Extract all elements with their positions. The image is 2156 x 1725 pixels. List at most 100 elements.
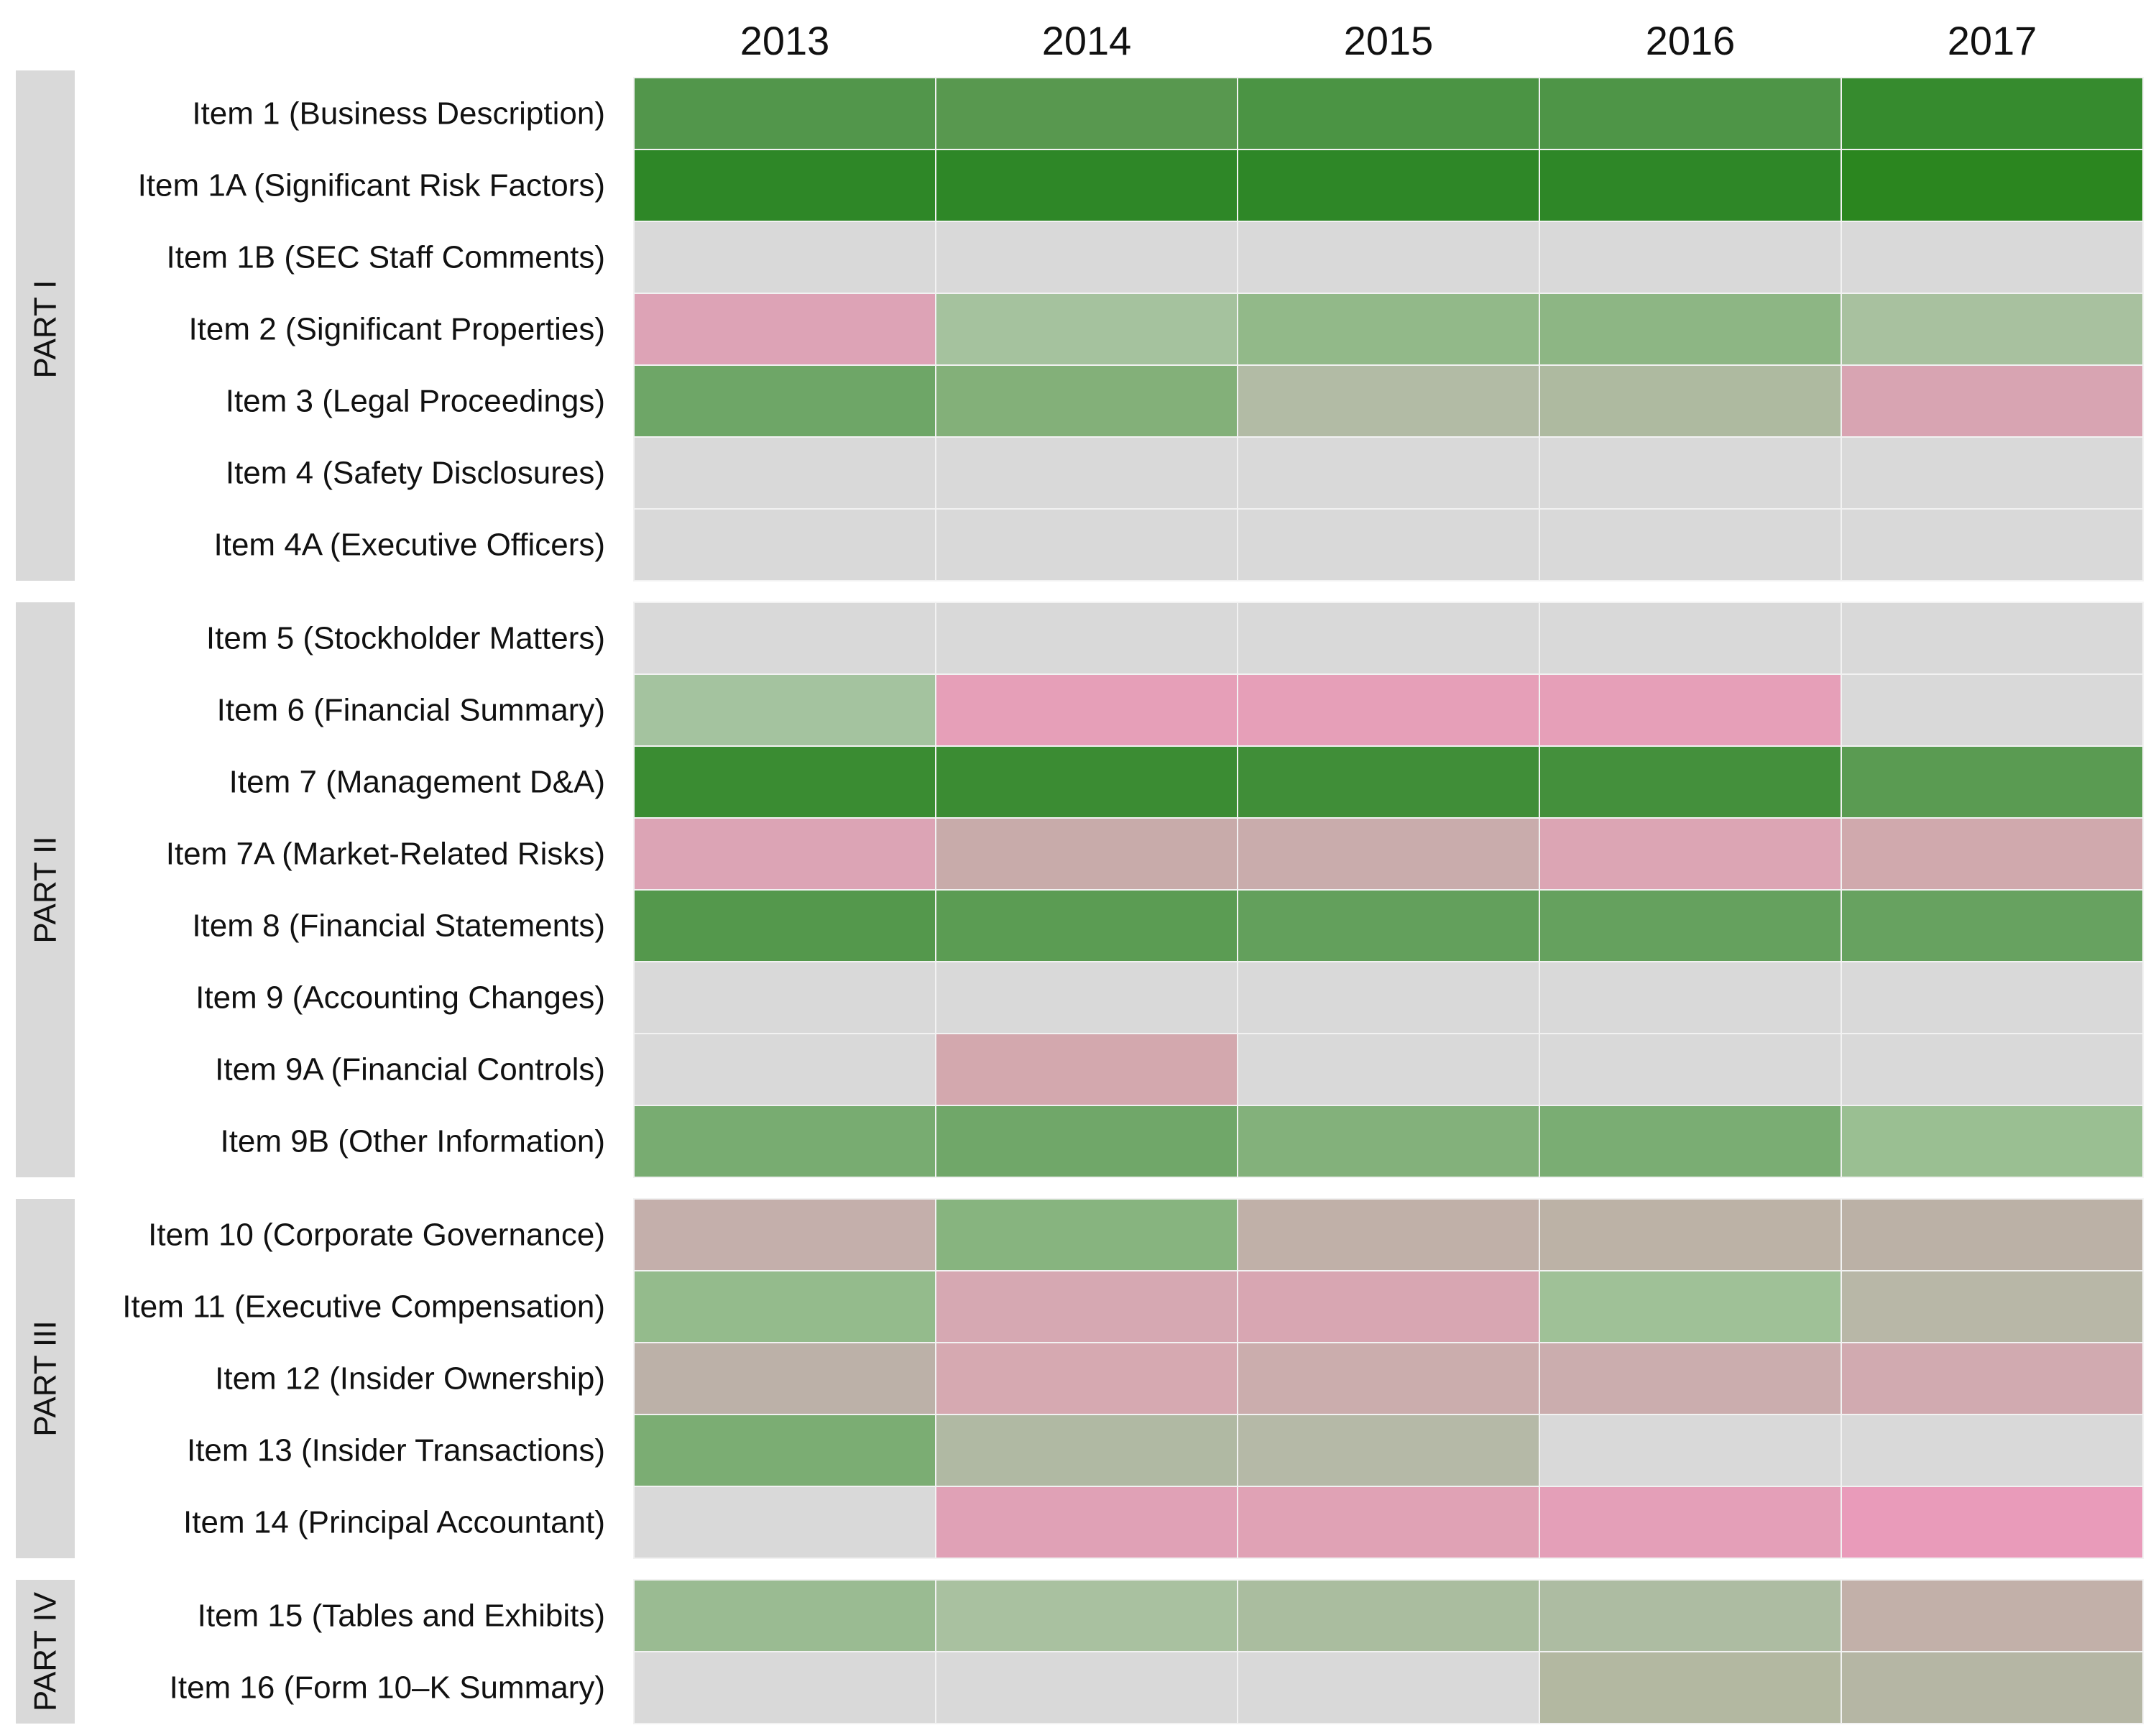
heatmap-cell-2017 xyxy=(1841,1651,2144,1724)
heatmap-cell-2015 xyxy=(1237,149,1540,222)
heatmap-cell-2013 xyxy=(633,77,936,150)
heatmap-cell-2016 xyxy=(1539,149,1842,222)
group-label-part-i: PART I xyxy=(28,280,63,379)
heatmap-cell-2015 xyxy=(1237,508,1540,581)
heatmap-cell-2017 xyxy=(1841,817,2144,891)
group-bar-part-ii xyxy=(16,602,75,1177)
year-axis: 2013 2014 2015 2016 2017 xyxy=(740,18,2037,63)
heatmap-cell-2017 xyxy=(1841,293,2144,366)
heatmap-cell-2016 xyxy=(1539,961,1842,1034)
group-label-part-iv: PART IV xyxy=(28,1591,63,1711)
heatmap-cell-2015 xyxy=(1237,602,1540,675)
heatmap-cell-2013 xyxy=(633,889,936,962)
heatmap-cell-2015 xyxy=(1237,1579,1540,1652)
heatmap-cell-2016 xyxy=(1539,364,1842,438)
heatmap-cell-2016 xyxy=(1539,1651,1842,1724)
heatmap-cell-2016 xyxy=(1539,1579,1842,1652)
heatmap-cell-2014 xyxy=(935,221,1238,294)
heatmap-cell-2017 xyxy=(1841,1486,2144,1559)
heatmap-cell-2015 xyxy=(1237,1414,1540,1487)
heatmap-cell-2016 xyxy=(1539,436,1842,510)
heatmap-cell-2013 xyxy=(633,1105,936,1178)
heatmap-cell-2013 xyxy=(633,1651,936,1724)
heatmap-cell-2017 xyxy=(1841,364,2144,438)
heatmap-cell-2014 xyxy=(935,1651,1238,1724)
heatmap-cell-2013 xyxy=(633,293,936,366)
heatmap-cell-2013 xyxy=(633,602,936,675)
heatmap-cell-2014 xyxy=(935,817,1238,891)
heatmap-cell-2013 xyxy=(633,1198,936,1271)
heatmap-cell-2014 xyxy=(935,889,1238,962)
row-label: Item 9A (Financial Controls) xyxy=(215,1052,605,1087)
row-label: Item 3 (Legal Proceedings) xyxy=(226,384,605,419)
heatmap-cell-2016 xyxy=(1539,221,1842,294)
heatmap-cell-2013 xyxy=(633,673,936,747)
heatmap-cell-2016 xyxy=(1539,817,1842,891)
row-label: Item 15 (Tables and Exhibits) xyxy=(198,1598,605,1634)
heatmap-cell-2014 xyxy=(935,1486,1238,1559)
group-label-part-iii: PART III xyxy=(28,1320,63,1436)
row-label: Item 8 (Financial Statements) xyxy=(192,908,605,944)
row-label: Item 4A (Executive Officers) xyxy=(214,528,605,563)
heatmap-cell-2014 xyxy=(935,602,1238,675)
heatmap-cell-2015 xyxy=(1237,1486,1540,1559)
heatmap-cell-2013 xyxy=(633,817,936,891)
heatmap-cell-2014 xyxy=(935,364,1238,438)
row-label: Item 1A (Significant Risk Factors) xyxy=(138,168,605,203)
heatmap-cell-2015 xyxy=(1237,364,1540,438)
column-label-2014: 2014 xyxy=(1042,18,1132,63)
heatmap-cells xyxy=(633,77,2144,1724)
heatmap-cell-2017 xyxy=(1841,221,2144,294)
heatmap-cell-2016 xyxy=(1539,293,1842,366)
row-label: Item 6 (Financial Summary) xyxy=(217,693,605,728)
heatmap-cell-2014 xyxy=(935,1033,1238,1106)
heatmap-cell-2016 xyxy=(1539,1414,1842,1487)
row-label: Item 4 (Safety Disclosures) xyxy=(226,456,605,491)
row-label: Item 5 (Stockholder Matters) xyxy=(206,621,605,656)
row-label: Item 9B (Other Information) xyxy=(220,1124,605,1159)
heatmap-cell-2013 xyxy=(633,745,936,819)
heatmap-cell-2017 xyxy=(1841,436,2144,510)
group-bar-part-i xyxy=(16,70,75,581)
heatmap-cell-2017 xyxy=(1841,1033,2144,1106)
row-label: Item 1 (Business Description) xyxy=(192,96,605,132)
heatmap-cell-2014 xyxy=(935,1198,1238,1271)
heatmap-cell-2017 xyxy=(1841,961,2144,1034)
column-label-2013: 2013 xyxy=(740,18,830,63)
part-groups: PART I PART II PART III PART IV xyxy=(16,70,75,1724)
heatmap-cell-2016 xyxy=(1539,508,1842,581)
heatmap-cell-2013 xyxy=(633,221,936,294)
heatmap-cell-2017 xyxy=(1841,1270,2144,1343)
heatmap-cell-2017 xyxy=(1841,508,2144,581)
heatmap-cell-2014 xyxy=(935,1414,1238,1487)
heatmap-cell-2015 xyxy=(1237,1270,1540,1343)
heatmap-cell-2014 xyxy=(935,149,1238,222)
heatmap-cell-2015 xyxy=(1237,221,1540,294)
heatmap-cell-2017 xyxy=(1841,745,2144,819)
heatmap-cell-2014 xyxy=(935,673,1238,747)
heatmap-cell-2016 xyxy=(1539,1105,1842,1178)
heatmap-cell-2016 xyxy=(1539,745,1842,819)
group-label-part-ii: PART II xyxy=(28,836,63,943)
heatmap-cell-2013 xyxy=(633,1342,936,1415)
heatmap-cell-2015 xyxy=(1237,745,1540,819)
row-axis: Item 1 (Business Description) Item 1A (Si… xyxy=(122,96,605,1706)
heatmap-cell-2015 xyxy=(1237,436,1540,510)
heatmap-cell-2013 xyxy=(633,961,936,1034)
column-label-2017: 2017 xyxy=(1948,18,2037,63)
heatmap-cell-2016 xyxy=(1539,1342,1842,1415)
heatmap-cell-2015 xyxy=(1237,961,1540,1034)
heatmap-cell-2015 xyxy=(1237,673,1540,747)
heatmap-cell-2017 xyxy=(1841,1342,2144,1415)
row-label: Item 13 (Insider Transactions) xyxy=(187,1433,605,1468)
heatmap-cell-2016 xyxy=(1539,77,1842,150)
column-label-2015: 2015 xyxy=(1344,18,1434,63)
row-label: Item 1B (SEC Staff Comments) xyxy=(167,240,605,275)
heatmap-cell-2015 xyxy=(1237,293,1540,366)
heatmap-cell-2015 xyxy=(1237,1342,1540,1415)
heatmap-cell-2013 xyxy=(633,1414,936,1487)
heatmap-cell-2015 xyxy=(1237,1651,1540,1724)
heatmap-cell-2016 xyxy=(1539,673,1842,747)
heatmap-cell-2017 xyxy=(1841,602,2144,675)
heatmap-cell-2014 xyxy=(935,745,1238,819)
